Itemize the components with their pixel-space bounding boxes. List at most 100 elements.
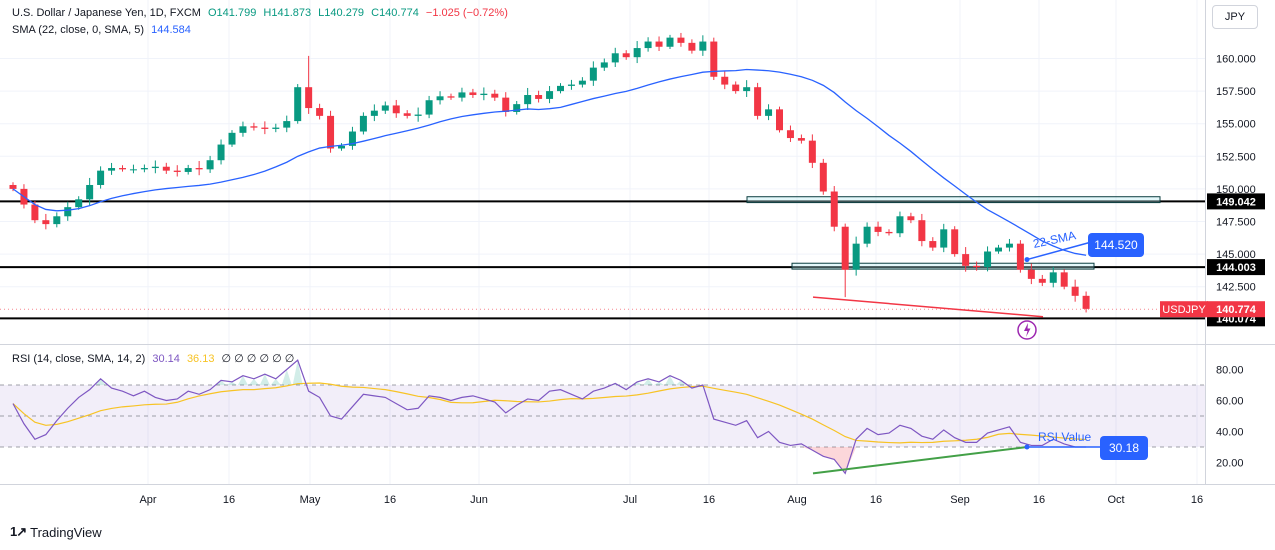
sma-label: SMA (22, close, 0, SMA, 5): [12, 24, 145, 36]
candle-body: [819, 162, 827, 192]
candle-body: [140, 168, 148, 170]
candle-body: [9, 184, 17, 189]
candle-body: [1005, 243, 1013, 248]
candle-body: [732, 84, 740, 92]
candle-body: [195, 168, 203, 170]
candle-body: [874, 226, 882, 232]
current-price-text: 140.774: [1216, 304, 1257, 316]
candle-body: [776, 109, 783, 131]
candle-body: [502, 97, 510, 112]
candle-body: [316, 108, 324, 116]
symbol-tag-box: [1160, 301, 1208, 318]
candle-body: [655, 41, 663, 47]
time-tick-label: Jul: [623, 494, 637, 506]
candle-body: [359, 115, 367, 132]
sma-legend: SMA (22, close, 0, SMA, 5) 144.584: [12, 24, 195, 36]
candle-body: [31, 204, 39, 221]
candle-body: [1049, 272, 1057, 283]
rsi-overbought-fill: [643, 378, 654, 385]
candle-body: [852, 243, 860, 270]
candle-body: [469, 92, 477, 96]
level-price-box: [1207, 193, 1265, 210]
candle-body: [491, 93, 499, 98]
candle-body: [162, 166, 170, 171]
rsi-overbought-fill: [248, 378, 259, 385]
time-tick-label: Apr: [139, 494, 156, 506]
candle-body: [962, 254, 970, 266]
candle-body: [53, 216, 61, 225]
candle-body: [173, 170, 181, 172]
candle-body: [1038, 278, 1046, 283]
candle-body: [261, 127, 269, 129]
candle-body: [414, 114, 422, 116]
candle-body: [589, 67, 597, 81]
level-price-text: 149.042: [1216, 196, 1256, 208]
rsi-anchor-dot: [1024, 444, 1030, 450]
sma-value-text: 144.520: [1094, 238, 1138, 252]
candle-body: [513, 104, 521, 112]
candle-body: [381, 105, 389, 111]
time-tick-label: 16: [1033, 494, 1045, 506]
rsi-tick-label: 20.00: [1216, 458, 1244, 470]
candle-body: [425, 100, 433, 115]
candle-body: [392, 105, 400, 114]
time-tick-label: Aug: [787, 494, 807, 506]
candle-body: [151, 166, 159, 169]
candle-body: [447, 96, 455, 98]
candle-body: [929, 241, 937, 248]
price-tick-label: 150.000: [1216, 184, 1256, 196]
lightning-icon: [1024, 323, 1031, 337]
candle-body: [338, 145, 345, 149]
high-value: H141.873: [263, 7, 312, 19]
candle-body: [272, 127, 280, 129]
rsi-tick-label: 80.00: [1216, 365, 1244, 377]
candle-body: [86, 184, 94, 200]
time-tick-label: 16: [223, 494, 235, 506]
rsi-overbought-fill: [95, 378, 106, 385]
candle-body: [754, 87, 762, 116]
rsi-tick-label: 60.00: [1216, 396, 1244, 408]
candle-body: [940, 229, 948, 248]
currency-button[interactable]: JPY: [1212, 5, 1258, 29]
candle-body: [743, 87, 751, 92]
candle-body: [830, 191, 838, 227]
sma-line: [12, 68, 1087, 256]
level-price-box: [1207, 259, 1265, 276]
branding-text: TradingView: [30, 524, 102, 540]
rsi-ma-line: [12, 382, 1087, 444]
rsi-tick-label: 40.00: [1216, 427, 1244, 439]
candle-body: [786, 130, 794, 139]
candle-body: [808, 140, 816, 163]
rsi-overbought-fill: [270, 378, 281, 385]
candle-body: [75, 199, 83, 208]
candle-body: [283, 121, 291, 128]
price-trendline: [812, 296, 1044, 318]
price-tick-label: 152.500: [1216, 151, 1256, 163]
price-tick-label: 142.500: [1216, 282, 1256, 294]
sma-callout-line: [1026, 241, 1091, 261]
candle-body: [327, 115, 335, 149]
tradingview-logo[interactable]: 1↗ TradingView: [10, 524, 102, 540]
time-tick-label: Jun: [470, 494, 488, 506]
open-value: O141.799: [208, 7, 257, 19]
candle-body: [305, 87, 313, 109]
candle-body: [403, 113, 411, 116]
rsi-annotation-text: RSI Value: [1038, 430, 1091, 444]
candle-body: [765, 109, 773, 116]
rsi-overbought-fill: [216, 380, 227, 385]
close-value: C140.774: [371, 7, 419, 19]
grid: [0, 0, 1205, 484]
rsi-value-text: 30.18: [1109, 441, 1139, 455]
candle-body: [524, 95, 532, 105]
symbol-title: U.S. Dollar / Japanese Yen, 1D, FXCM: [12, 7, 201, 19]
rsi-overbought-fill: [665, 375, 675, 385]
candle-body: [984, 251, 992, 268]
price-tick-label: 160.000: [1216, 54, 1256, 66]
rsi-band: [0, 384, 1205, 448]
price-tick-label: 147.500: [1216, 217, 1256, 229]
candle-body: [436, 96, 444, 101]
candle-body: [699, 41, 707, 51]
support-zones: [746, 196, 1161, 270]
tradingview-icon: 1↗: [10, 524, 27, 539]
